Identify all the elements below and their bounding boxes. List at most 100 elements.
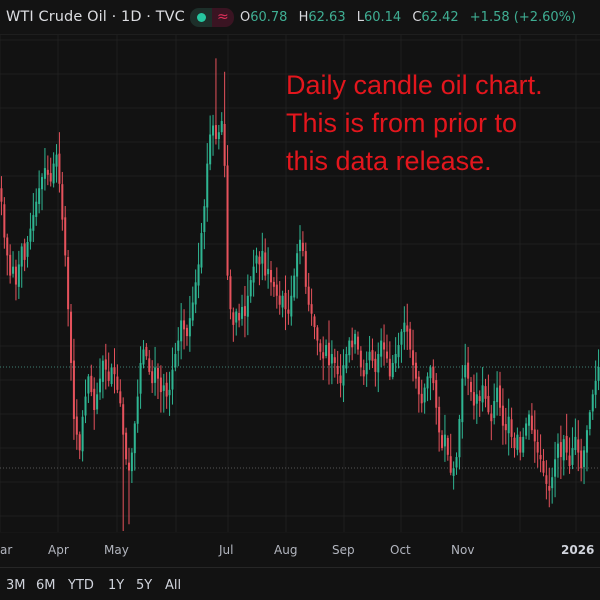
candle: [78, 434, 81, 451]
candle: [348, 340, 351, 356]
candle: [119, 391, 122, 404]
candle: [336, 365, 339, 375]
candle: [388, 358, 391, 377]
candle: [58, 153, 61, 184]
candle: [12, 266, 15, 274]
candle: [435, 380, 438, 408]
data-delay-badge[interactable]: ≈: [212, 8, 234, 27]
candle: [504, 424, 507, 431]
candle: [322, 352, 325, 359]
range-button-6m[interactable]: 6M: [36, 578, 56, 593]
candle: [472, 392, 475, 406]
candle: [359, 350, 362, 368]
candle: [9, 254, 12, 276]
approx-equal-icon: ≈: [217, 9, 229, 25]
candle: [127, 462, 130, 471]
market-status-badge[interactable]: [190, 8, 212, 27]
candle: [443, 434, 446, 447]
candle: [574, 436, 577, 451]
candle: [559, 442, 562, 458]
candle: [35, 201, 38, 217]
candle: [380, 340, 383, 357]
candle: [61, 184, 64, 220]
candle: [185, 327, 188, 337]
range-button-1y[interactable]: 1Y: [108, 578, 125, 593]
range-button-ytd[interactable]: YTD: [68, 578, 94, 593]
candle: [423, 387, 426, 403]
candle: [41, 177, 44, 190]
candle: [270, 270, 273, 283]
candle: [93, 388, 96, 411]
candle: [101, 360, 104, 382]
annotation-line-3: this data release.: [286, 146, 492, 176]
candle: [64, 217, 67, 256]
candle: [90, 375, 93, 393]
candle: [220, 121, 223, 133]
symbol-title[interactable]: WTI Crude Oil · 1D · TVC: [6, 9, 185, 25]
candle: [113, 367, 116, 375]
candle: [72, 360, 75, 419]
candle: [46, 169, 49, 175]
candle: [594, 380, 597, 395]
candle: [14, 266, 17, 285]
close-label: C: [412, 10, 422, 25]
candle: [536, 442, 539, 453]
candle: [214, 125, 217, 139]
candle: [368, 351, 371, 361]
time-axis-label: Aug: [274, 543, 298, 557]
candle: [23, 243, 26, 260]
candle: [145, 346, 148, 357]
candle: [548, 485, 551, 491]
candle: [556, 443, 559, 458]
candle: [52, 163, 55, 184]
candle: [351, 340, 354, 348]
candle: [194, 282, 197, 305]
candle: [278, 295, 281, 305]
candle: [200, 233, 203, 268]
candle: [452, 468, 455, 476]
candle: [107, 371, 110, 381]
candle: [168, 389, 171, 396]
candle: [241, 306, 244, 319]
candle: [513, 437, 516, 449]
candle: [597, 367, 600, 381]
candle: [304, 251, 307, 287]
candle: [81, 416, 84, 452]
candle: [539, 454, 542, 460]
high-value: 62.63: [308, 10, 346, 25]
time-axis-label: 2026: [561, 543, 595, 557]
candle: [493, 401, 496, 418]
range-button-5y[interactable]: 5Y: [136, 578, 153, 593]
candle: [319, 343, 322, 352]
candle: [261, 250, 264, 264]
range-button-all[interactable]: All: [165, 578, 182, 593]
candle: [455, 457, 458, 468]
candle: [258, 256, 261, 265]
candle: [545, 475, 548, 484]
candle: [345, 354, 348, 369]
candle: [498, 385, 502, 408]
candle: [287, 309, 290, 314]
candle: [159, 377, 162, 393]
candle: [87, 376, 90, 394]
candle: [232, 312, 235, 325]
candle: [310, 304, 313, 314]
candle: [151, 371, 154, 384]
candle: [246, 295, 249, 317]
annotation-line-1: Daily candle oil chart.: [286, 70, 543, 100]
candle: [217, 132, 220, 140]
candlestick-chart[interactable]: [0, 35, 600, 532]
range-button-3m[interactable]: 3M: [6, 578, 26, 593]
candle: [226, 165, 229, 276]
time-axis[interactable]: ar Apr May Jul Aug Sep Oct Nov 2026: [0, 532, 600, 568]
high-label: H: [298, 10, 309, 25]
candle: [342, 365, 345, 386]
low-label: L: [356, 10, 364, 25]
candle: [397, 345, 400, 358]
candle: [490, 413, 493, 422]
candle: [414, 362, 417, 379]
candle: [130, 452, 133, 472]
candle: [420, 393, 423, 404]
candle: [96, 394, 99, 410]
candle: [229, 276, 232, 310]
